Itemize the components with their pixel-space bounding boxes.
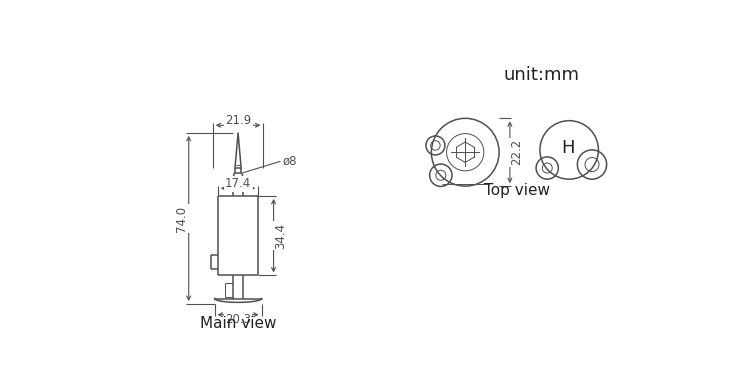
Text: 17.4: 17.4 — [225, 177, 251, 190]
Text: 21.9: 21.9 — [225, 114, 251, 127]
Text: ø8: ø8 — [283, 155, 297, 168]
Text: 20.3: 20.3 — [225, 313, 251, 326]
Text: H: H — [561, 139, 574, 157]
Text: 34.4: 34.4 — [274, 223, 287, 249]
Text: Top view: Top view — [484, 183, 550, 198]
Text: 22.2: 22.2 — [510, 139, 524, 165]
Text: unit:mm: unit:mm — [504, 66, 580, 84]
Text: Main view: Main view — [200, 316, 276, 331]
Text: 74.0: 74.0 — [176, 205, 188, 231]
